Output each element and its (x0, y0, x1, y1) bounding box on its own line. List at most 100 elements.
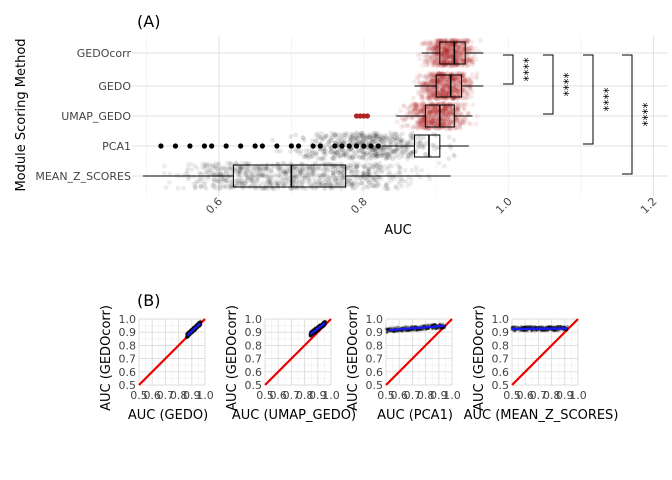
data-point (391, 149, 397, 155)
data-point (453, 87, 459, 93)
data-point (447, 53, 452, 59)
data-point (218, 182, 224, 188)
data-point (161, 163, 167, 169)
data-point (462, 95, 468, 101)
data-point (457, 110, 463, 116)
data-point (366, 168, 371, 173)
data-point (430, 63, 436, 68)
data-point (399, 176, 404, 181)
data-point (350, 185, 355, 191)
data-point (429, 77, 435, 83)
data-point (210, 182, 216, 188)
data-point (446, 91, 451, 97)
data-point (339, 136, 345, 141)
data-point (431, 94, 437, 99)
outlier-point (158, 143, 164, 149)
data-point (425, 87, 431, 93)
data-point (465, 76, 471, 82)
data-point (456, 95, 462, 101)
data-point (471, 59, 477, 65)
data-point (437, 79, 443, 85)
outlier-point (375, 143, 381, 149)
data-point (448, 41, 453, 47)
data-point (185, 161, 191, 167)
data-point (434, 46, 440, 52)
data-point (163, 185, 169, 190)
data-point (463, 95, 469, 101)
y-tick-label: 0.9 (492, 326, 510, 339)
data-point (427, 90, 432, 96)
data-point (446, 52, 451, 58)
data-point (456, 80, 461, 86)
data-point (426, 59, 432, 65)
data-point (454, 49, 460, 55)
data-point (451, 82, 457, 88)
data-point (440, 45, 445, 51)
data-point (467, 57, 473, 62)
data-point (418, 90, 424, 96)
data-point (419, 93, 425, 99)
data-point (443, 83, 449, 88)
data-point (465, 94, 471, 100)
y-tick-label: 1.0 (245, 313, 263, 326)
data-point (430, 53, 436, 59)
data-point (463, 78, 469, 84)
data-point (398, 138, 404, 144)
data-point (461, 71, 467, 77)
data-point (467, 57, 472, 63)
data-point (423, 89, 429, 95)
data-point (441, 81, 447, 87)
data-point (432, 58, 438, 64)
data-point (453, 89, 459, 94)
data-point (468, 45, 474, 51)
data-point (450, 76, 456, 82)
data-point (414, 168, 419, 174)
data-point (451, 92, 457, 98)
data-point (429, 60, 435, 65)
data-point (454, 84, 459, 90)
data-point (443, 76, 449, 82)
data-point (444, 47, 450, 53)
data-point (447, 51, 453, 57)
y-tick-label: 0.6 (366, 366, 384, 379)
data-point (408, 176, 414, 182)
data-point (444, 53, 450, 59)
data-point (384, 151, 389, 157)
data-point (223, 184, 229, 190)
x-axis-title: AUC (GEDO) (128, 408, 208, 423)
data-point (249, 179, 255, 184)
data-point (423, 59, 429, 64)
data-point (439, 53, 445, 59)
data-point (423, 152, 429, 157)
data-point (459, 45, 465, 51)
data-point (441, 52, 446, 58)
data-point (293, 132, 299, 138)
data-point (403, 178, 409, 184)
data-point (434, 77, 440, 83)
data-point (424, 73, 430, 79)
data-point (439, 37, 444, 43)
data-point (414, 121, 420, 127)
data-point (189, 167, 195, 173)
data-point (429, 89, 435, 95)
data-point (430, 41, 435, 47)
data-point (455, 45, 461, 50)
data-point (348, 163, 354, 169)
data-point (454, 75, 460, 81)
data-point (434, 60, 440, 66)
data-point (425, 41, 431, 47)
data-point (411, 79, 417, 85)
data-point (445, 53, 451, 59)
data-point (439, 63, 444, 69)
data-point (444, 81, 449, 87)
data-point (434, 47, 439, 53)
data-point (439, 51, 445, 57)
data-point (456, 74, 462, 80)
significance-label: **** (517, 58, 531, 82)
data-point (429, 87, 435, 93)
outlier-point (368, 143, 374, 149)
data-point (462, 78, 468, 84)
data-point (438, 84, 444, 90)
data-point (436, 82, 442, 88)
